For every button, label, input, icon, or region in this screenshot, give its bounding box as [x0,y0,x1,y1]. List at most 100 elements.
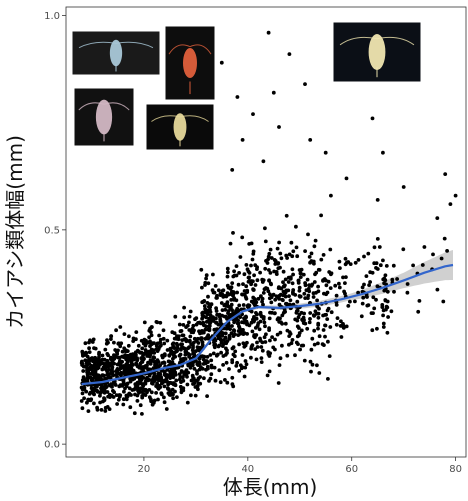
data-point [381,150,385,155]
data-point [237,271,242,275]
data-point [283,321,288,326]
data-point [126,363,130,368]
axes: 20 40 60 80 0.0 0.5 1.0 [44,11,462,475]
data-point [138,361,143,366]
data-point [160,380,165,385]
data-point [225,266,230,271]
data-point [194,322,199,327]
data-point [291,288,296,292]
data-point [164,407,169,411]
data-point [307,255,312,259]
data-point [287,294,291,298]
data-point [188,334,193,339]
data-point [341,275,345,280]
data-point [334,303,339,307]
data-point [230,346,235,351]
data-point [178,384,183,389]
data-point [110,365,115,370]
data-point [255,265,259,270]
data-point [238,255,243,259]
data-point [286,288,291,293]
data-point [328,286,333,290]
data-point [370,328,375,333]
data-point [230,382,235,387]
data-point [256,296,261,301]
inset-photos [71,21,422,151]
data-point [128,370,132,375]
data-point [303,249,307,254]
data-point [278,292,283,297]
data-point [329,193,333,198]
data-point [372,245,377,250]
data-point [230,324,234,328]
data-point [297,326,301,330]
data-point [290,267,295,272]
data-point [230,289,234,294]
data-point [214,316,218,321]
data-point [171,396,176,401]
data-point [364,274,369,278]
data-point [138,403,143,408]
data-point [85,369,90,374]
data-point [213,284,218,288]
data-point [140,395,145,400]
data-point [148,362,153,366]
data-point [392,289,396,294]
data-point [173,383,178,388]
data-point [80,406,85,411]
data-point [216,288,221,293]
data-point [326,279,331,284]
data-point [81,369,86,373]
data-point [87,340,91,345]
data-point [302,358,307,363]
data-point [117,393,122,397]
data-point [223,331,228,336]
data-point [334,293,339,298]
data-point [178,352,183,357]
data-point [269,300,274,305]
data-point [209,358,214,363]
data-point [82,396,86,401]
data-point [295,309,299,313]
data-point [116,362,120,367]
data-point [119,383,124,388]
data-point [259,345,264,349]
data-point [266,289,271,294]
data-point [80,349,85,354]
data-points [79,30,458,416]
data-point [187,314,192,319]
data-point [186,363,191,368]
data-point [249,263,253,268]
data-point [316,315,321,320]
data-point [124,397,129,402]
data-point [308,311,313,315]
data-point [309,251,314,256]
data-point [135,356,140,360]
data-point [334,322,339,327]
data-point [317,371,322,375]
data-point [337,259,342,264]
data-point [417,299,422,303]
data-point [244,315,249,320]
data-point [317,334,322,339]
data-point [89,397,94,402]
data-point [260,280,265,284]
data-point [209,363,214,368]
data-point [382,281,386,286]
data-point [216,336,221,341]
data-point [383,273,388,278]
data-point [101,373,106,378]
data-point [223,307,228,312]
data-point [156,386,161,391]
data-point [378,263,383,268]
data-point [267,251,272,256]
data-point [218,293,223,297]
data-point [310,336,315,341]
data-point [225,274,230,279]
data-point [160,361,165,365]
data-point [88,375,93,380]
data-point [356,290,360,295]
data-point [180,338,185,342]
data-point [179,329,184,333]
data-point [214,320,219,325]
